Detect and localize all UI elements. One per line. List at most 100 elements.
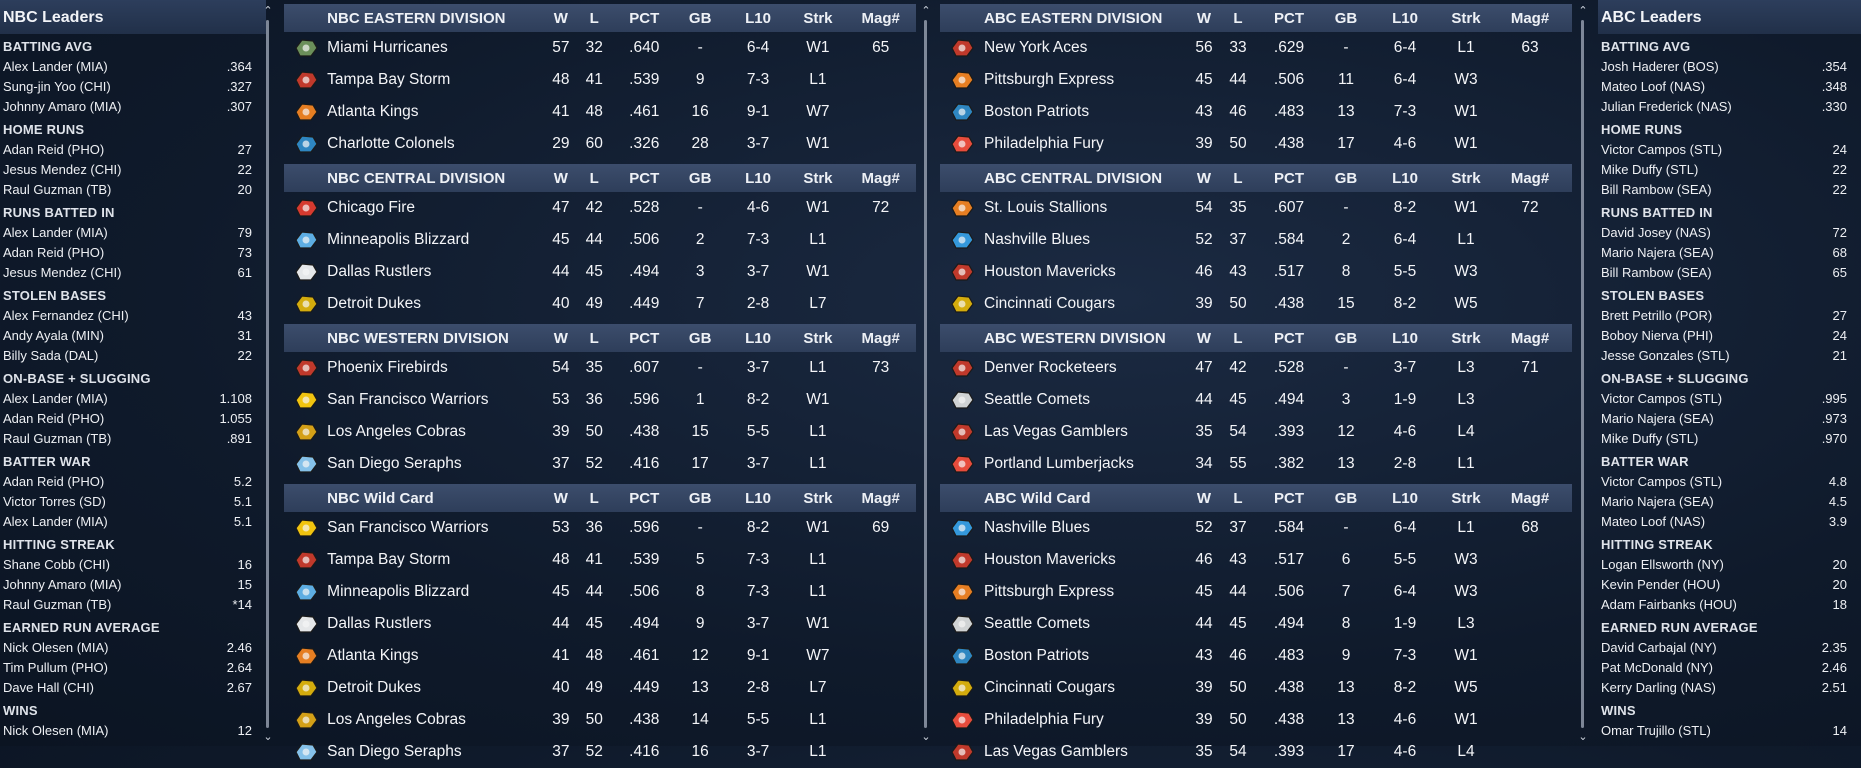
col-gb-header[interactable]: GB bbox=[688, 9, 712, 27]
team-name[interactable]: Atlanta Kings bbox=[327, 647, 419, 664]
team-name[interactable]: Denver Rocketeers bbox=[984, 359, 1117, 376]
leader-row[interactable]: Josh Haderer (BOS) .354 bbox=[1601, 57, 1861, 77]
col-gb-header[interactable]: GB bbox=[688, 489, 712, 507]
col-w-header[interactable]: W bbox=[1196, 169, 1212, 187]
leader-row[interactable]: Adam Fairbanks (HOU) 18 bbox=[1601, 595, 1861, 615]
col-w-header[interactable]: W bbox=[553, 9, 568, 27]
scroll-down-icon[interactable]: ⌄ bbox=[263, 730, 273, 743]
col-gb-header[interactable]: GB bbox=[688, 169, 712, 187]
team-row[interactable]: Los Angeles Cobras 39 50 .438 14 5-5 L1 bbox=[284, 704, 916, 736]
team-row[interactable]: Miami Hurricanes 57 32 .640 - 6-4 W1 65 bbox=[284, 32, 916, 64]
leader-row[interactable]: Pat McDonald (NY) 2.46 bbox=[1601, 658, 1861, 678]
team-name[interactable]: Detroit Dukes bbox=[327, 295, 422, 312]
team-row[interactable]: Cincinnati Cougars 39 50 .438 13 8-2 W5 bbox=[940, 672, 1572, 704]
team-row[interactable]: Seattle Comets 44 45 .494 3 1-9 L3 bbox=[940, 384, 1572, 416]
col-pct-header[interactable]: PCT bbox=[1274, 169, 1304, 187]
scrollbar-track[interactable] bbox=[924, 20, 927, 728]
col-l-header[interactable]: L bbox=[1233, 329, 1243, 347]
leader-row[interactable]: Jesus Mendez (CHI) 61 bbox=[3, 263, 266, 283]
team-row[interactable]: Atlanta Kings 41 48 .461 16 9-1 W7 bbox=[284, 96, 916, 128]
col-mag-header[interactable]: Mag# bbox=[1510, 329, 1550, 347]
team-name[interactable]: San Francisco Warriors bbox=[327, 519, 489, 536]
team-name[interactable]: Chicago Fire bbox=[327, 199, 416, 216]
scroll-up-icon[interactable]: ⌃ bbox=[1578, 4, 1588, 17]
team-row[interactable]: Philadelphia Fury 39 50 .438 17 4-6 W1 bbox=[940, 128, 1572, 160]
col-l-header[interactable]: L bbox=[1233, 489, 1243, 507]
leader-row[interactable]: Victor Campos (STL) 4.8 bbox=[1601, 472, 1861, 492]
team-row[interactable]: Charlotte Colonels 29 60 .326 28 3-7 W1 bbox=[284, 128, 916, 160]
team-name[interactable]: Philadelphia Fury bbox=[984, 711, 1104, 728]
team-row[interactable]: Las Vegas Gamblers 35 54.393 17 4-6 L4 bbox=[940, 736, 1572, 768]
team-name[interactable]: Minneapolis Blizzard bbox=[327, 583, 470, 600]
leader-row[interactable]: Julian Frederick (NAS) .330 bbox=[1601, 97, 1861, 117]
col-strk-header[interactable]: Strk bbox=[803, 169, 833, 187]
leader-row[interactable]: Adan Reid (PHO) 5.2 bbox=[3, 472, 266, 492]
col-pct-header[interactable]: PCT bbox=[1274, 329, 1304, 347]
leader-row[interactable]: Alex Lander (MIA) 5.1 bbox=[3, 512, 266, 532]
col-pct-header[interactable]: PCT bbox=[629, 169, 660, 187]
col-l-header[interactable]: L bbox=[1233, 169, 1243, 187]
leader-row[interactable]: Shane Cobb (CHI) 16 bbox=[3, 555, 266, 575]
team-name[interactable]: Cincinnati Cougars bbox=[984, 679, 1115, 696]
team-row[interactable]: Dallas Rustlers 44 45 .494 3 3-7 W1 bbox=[284, 256, 916, 288]
col-strk-header[interactable]: Strk bbox=[803, 329, 833, 347]
team-name[interactable]: Nashville Blues bbox=[984, 519, 1090, 536]
col-l10-header[interactable]: L10 bbox=[745, 489, 771, 507]
leader-row[interactable]: Billy Sada (DAL) 22 bbox=[3, 346, 266, 366]
team-name[interactable]: Los Angeles Cobras bbox=[327, 423, 466, 440]
leader-row[interactable]: Mike Duffy (STL) .970 bbox=[1601, 429, 1861, 449]
team-row[interactable]: Detroit Dukes 40 49 .449 13 2-8 L7 bbox=[284, 672, 916, 704]
col-l10-header[interactable]: L10 bbox=[1392, 9, 1418, 27]
col-l10-header[interactable]: L10 bbox=[745, 329, 771, 347]
col-w-header[interactable]: W bbox=[1196, 489, 1212, 507]
col-gb-header[interactable]: GB bbox=[1334, 489, 1358, 507]
team-row[interactable]: San Diego Seraphs 37 52 .416 17 3-7 L1 bbox=[284, 448, 916, 480]
team-row[interactable]: Las Vegas Gamblers 35 54 .393 12 4-6 L4 bbox=[940, 416, 1572, 448]
team-name[interactable]: Boston Patriots bbox=[984, 647, 1090, 664]
scroll-up-icon[interactable]: ⌃ bbox=[921, 4, 931, 17]
team-name[interactable]: St. Louis Stallions bbox=[984, 199, 1108, 216]
team-row[interactable]: Detroit Dukes 40 49 .449 7 2-8 L7 bbox=[284, 288, 916, 320]
team-row[interactable]: Seattle Comets 44 45 .494 8 1-9 L3 bbox=[940, 608, 1572, 640]
team-name[interactable]: Houston Mavericks bbox=[984, 551, 1116, 568]
team-row[interactable]: Minneapolis Blizzard 45 44 .506 8 7-3 L1 bbox=[284, 576, 916, 608]
team-name[interactable]: Detroit Dukes bbox=[327, 679, 422, 696]
leader-row[interactable]: Victor Torres (SD) 5.1 bbox=[3, 492, 266, 512]
col-mag-header[interactable]: Mag# bbox=[1510, 489, 1550, 507]
leader-row[interactable]: Alex Lander (MIA) 1.108 bbox=[3, 389, 266, 409]
team-row[interactable]: Pittsburgh Express 45 44 .506 7 6-4 W3 bbox=[940, 576, 1572, 608]
team-name[interactable]: Los Angeles Cobras bbox=[327, 711, 466, 728]
col-strk-header[interactable]: Strk bbox=[1451, 9, 1481, 27]
team-row[interactable]: Tampa Bay Storm 48 41 .539 9 7-3 L1 bbox=[284, 64, 916, 96]
col-gb-header[interactable]: GB bbox=[1334, 9, 1358, 27]
col-strk-header[interactable]: Strk bbox=[1451, 329, 1481, 347]
col-pct-header[interactable]: PCT bbox=[1274, 9, 1304, 27]
leader-row[interactable]: Kerry Darling (NAS) 2.51 bbox=[1601, 678, 1861, 698]
col-pct-header[interactable]: PCT bbox=[629, 329, 660, 347]
abc-standings-scrollbar[interactable]: ⌃ ⌄ bbox=[1577, 0, 1589, 746]
col-l10-header[interactable]: L10 bbox=[1392, 329, 1418, 347]
team-name[interactable]: Miami Hurricanes bbox=[327, 39, 448, 56]
team-row[interactable]: Chicago Fire 47 42 .528 - 4-6 W1 72 bbox=[284, 192, 916, 224]
leader-row[interactable]: Andy Ayala (MIN) 31 bbox=[3, 326, 266, 346]
leader-row[interactable]: Adan Reid (PHO) 27 bbox=[3, 140, 266, 160]
leader-row[interactable]: David Carbajal (NY) 2.35 bbox=[1601, 638, 1861, 658]
leader-row[interactable]: Tim Pullum (PHO) 2.64 bbox=[3, 658, 266, 678]
leader-row[interactable]: Brett Petrillo (POR) 27 bbox=[1601, 306, 1861, 326]
team-name[interactable]: Tampa Bay Storm bbox=[327, 71, 451, 88]
leader-row[interactable]: Victor Campos (STL) 24 bbox=[1601, 140, 1861, 160]
leader-row[interactable]: Johnny Amaro (MIA) .307 bbox=[3, 97, 266, 117]
col-l10-header[interactable]: L10 bbox=[745, 169, 771, 187]
scroll-down-icon[interactable]: ⌄ bbox=[921, 730, 931, 743]
scroll-down-icon[interactable]: ⌄ bbox=[1578, 730, 1588, 743]
team-row[interactable]: New York Aces 56 33 .629 - 6-4 L1 63 bbox=[940, 32, 1572, 64]
leader-row[interactable]: Jesse Gonzales (STL) 21 bbox=[1601, 346, 1861, 366]
leader-row[interactable]: Sung-jin Yoo (CHI) .327 bbox=[3, 77, 266, 97]
team-row[interactable]: Houston Mavericks 46 43 .517 8 5-5 W3 bbox=[940, 256, 1572, 288]
col-l-header[interactable]: L bbox=[589, 329, 599, 347]
scrollbar-track[interactable] bbox=[1581, 20, 1584, 728]
team-row[interactable]: Pittsburgh Express 45 44 .506 11 6-4 W3 bbox=[940, 64, 1572, 96]
leader-row[interactable]: David Josey (NAS) 72 bbox=[1601, 223, 1861, 243]
nbc-leaders-scrollbar[interactable]: ⌃ ⌄ bbox=[262, 0, 274, 746]
leader-row[interactable]: Raul Guzman (TB) .891 bbox=[3, 429, 266, 449]
